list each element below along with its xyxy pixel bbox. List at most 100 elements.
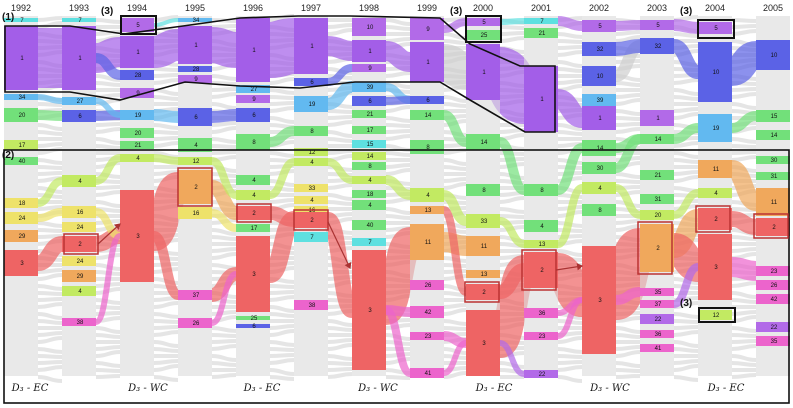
background-stream	[211, 252, 237, 260]
background-stream	[443, 319, 467, 326]
node-bar	[582, 106, 616, 130]
background-stream	[269, 368, 295, 376]
node-label: 34	[19, 95, 26, 101]
flow-link	[210, 157, 238, 199]
node-bar	[236, 18, 270, 82]
node-bar	[466, 184, 500, 196]
background-stream	[385, 163, 411, 169]
background-stream	[673, 340, 699, 348]
node-bar	[62, 110, 96, 122]
node-label: 6	[194, 115, 198, 121]
node-label: 19	[713, 126, 720, 132]
year-label: 2004	[705, 3, 725, 13]
background-stream	[731, 373, 757, 379]
node-bar	[698, 208, 732, 230]
background-stream	[385, 81, 411, 89]
background-stream	[731, 87, 757, 92]
node-label: 10	[367, 25, 374, 31]
background-stream	[499, 196, 525, 204]
node-bar	[756, 266, 790, 276]
node-bar	[698, 114, 732, 142]
node-bar	[582, 94, 616, 106]
background-stream	[385, 37, 411, 43]
node-label: 8	[482, 188, 486, 194]
node-label: 4	[252, 178, 256, 184]
background-stream	[327, 28, 353, 36]
node-bar	[640, 194, 674, 204]
background-stream	[673, 95, 699, 101]
background-stream	[443, 326, 467, 331]
node-label: 16	[193, 211, 200, 217]
year-label: 2001	[531, 3, 551, 13]
node-bar	[352, 40, 386, 62]
background-stream	[385, 168, 411, 176]
background-stream	[327, 372, 353, 379]
background-stream	[385, 25, 411, 31]
flow-link	[497, 137, 527, 195]
background-stream	[615, 109, 641, 116]
box-1997-2	[293, 209, 329, 231]
node-label: 42	[425, 310, 432, 316]
background-stream	[731, 298, 757, 304]
node-bar	[582, 140, 616, 156]
year-label: 1997	[301, 3, 321, 13]
node-bar	[756, 188, 790, 216]
background-stream	[211, 144, 237, 149]
node-label: 5	[598, 24, 602, 30]
background-stream	[269, 88, 295, 95]
node-bar	[640, 38, 674, 54]
background-stream	[37, 273, 63, 281]
node-bar	[178, 290, 212, 300]
flow-link	[210, 271, 238, 326]
background-stream	[443, 182, 467, 190]
node-label: 33	[481, 219, 488, 225]
background-stream	[615, 219, 641, 225]
background-stream	[95, 30, 121, 36]
background-stream	[95, 311, 121, 316]
node-label: 3	[252, 272, 256, 278]
node-label: 9	[426, 27, 430, 33]
flow-link	[94, 233, 122, 325]
box-2004-5	[697, 19, 735, 39]
node-label: 14	[771, 133, 778, 139]
node-label: 39	[367, 85, 374, 91]
year-label: 2003	[647, 3, 667, 13]
background-stream	[615, 127, 641, 134]
background-stream	[37, 165, 63, 170]
background-stream	[211, 137, 237, 144]
background-stream	[153, 301, 179, 309]
node-label: 13	[481, 272, 488, 278]
flow-link	[268, 18, 296, 78]
node-bar	[4, 18, 38, 22]
background-stream	[95, 253, 121, 260]
node-label: 26	[193, 321, 200, 327]
node-bar	[352, 96, 386, 106]
background-stream	[673, 170, 699, 176]
node-bar	[698, 234, 732, 300]
background-stream	[673, 151, 699, 159]
background-stream	[269, 324, 295, 330]
background-stream	[95, 137, 121, 145]
background-stream	[269, 77, 295, 85]
node-label: 4	[714, 191, 718, 197]
node-label: 2	[252, 211, 256, 217]
group-label: D₃ - EC	[11, 383, 49, 394]
year-label: 1998	[359, 3, 379, 13]
background-stream	[673, 158, 699, 164]
background-stream	[673, 88, 699, 96]
background-stream	[615, 345, 641, 351]
node-bar	[640, 344, 674, 352]
background-stream	[673, 359, 699, 365]
node-bar	[756, 218, 790, 236]
node-label: 6	[78, 114, 82, 120]
background-stream	[499, 25, 525, 30]
background-stream	[731, 326, 757, 333]
node-bar	[756, 280, 790, 290]
background-stream	[327, 361, 353, 366]
node-bar	[640, 210, 674, 220]
node-label: 9	[252, 97, 256, 103]
background-stream	[385, 151, 411, 157]
flow-link	[37, 177, 63, 207]
node-bar	[4, 250, 38, 276]
